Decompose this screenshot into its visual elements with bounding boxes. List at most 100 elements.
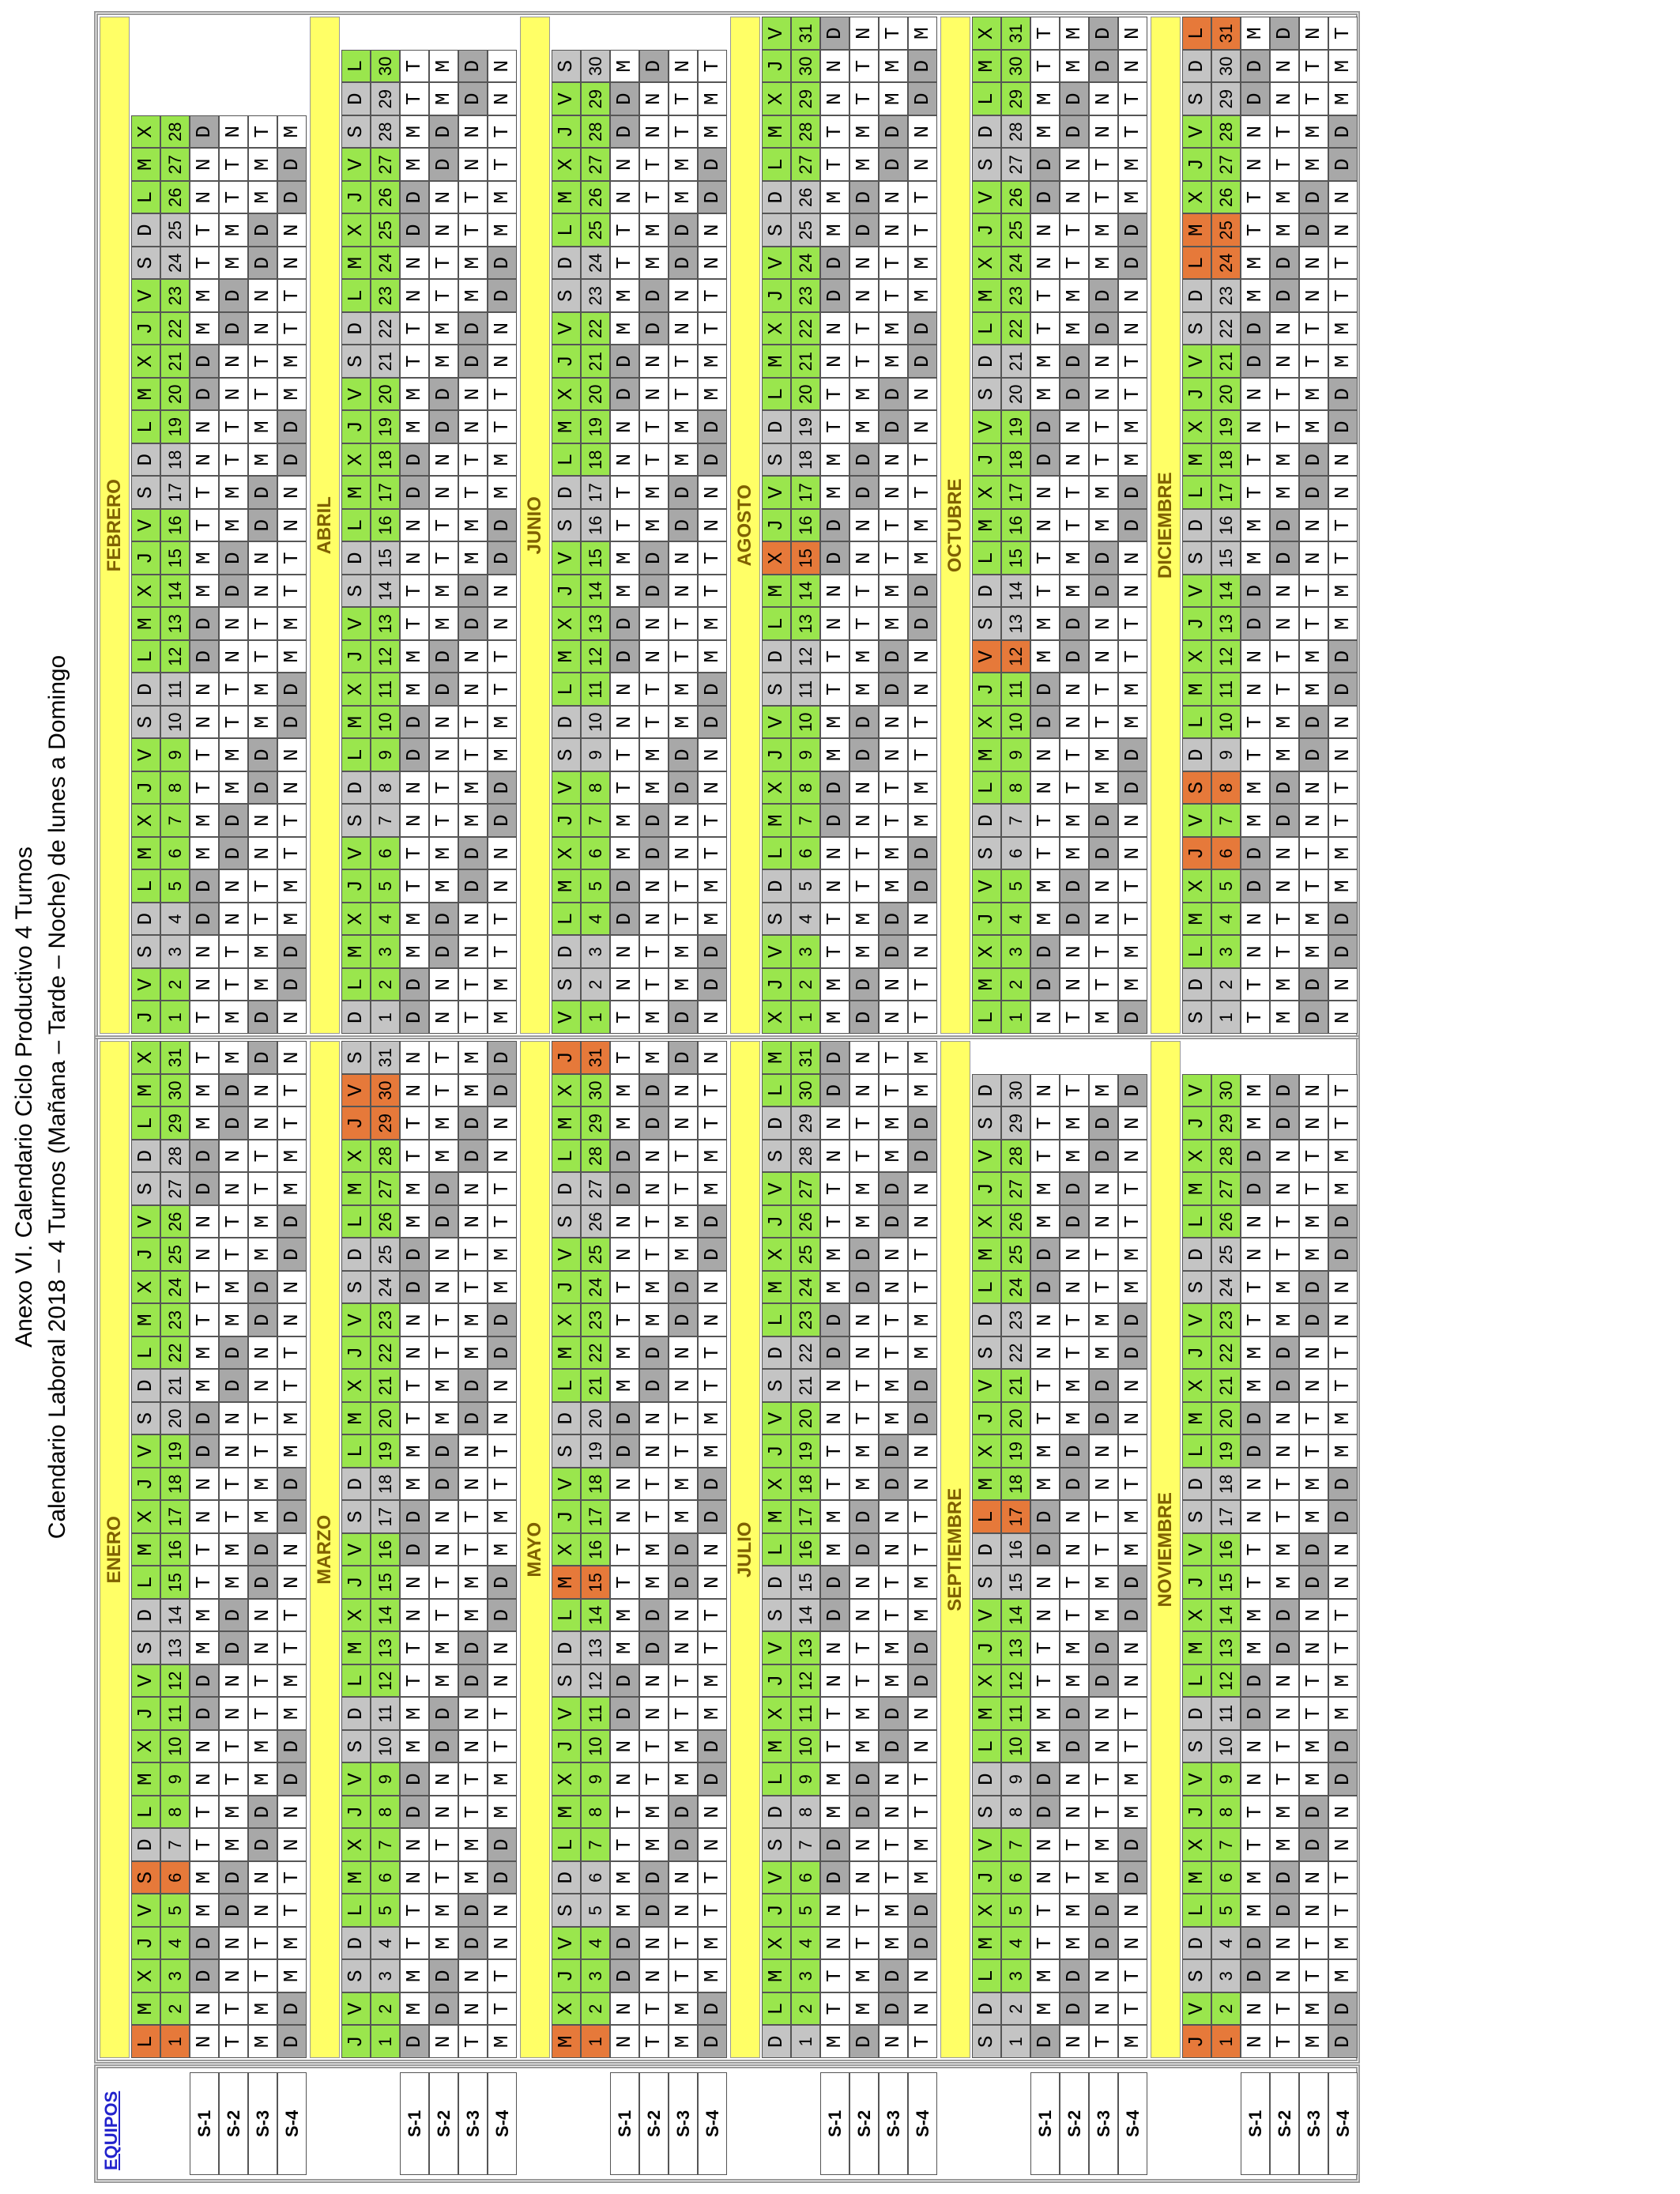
month-header: MAYO <box>520 1041 550 2058</box>
day-number: 24 <box>1211 247 1241 280</box>
day-number: 7 <box>371 804 400 837</box>
shift-row: TTNNDDMMTTNNDDMMTTNNDDMMTTNNDD <box>461 39 484 1024</box>
day-number: 20 <box>1211 1402 1241 1435</box>
day-number: 19 <box>371 1434 400 1468</box>
day-number: 10 <box>371 706 400 739</box>
month-header: SEPTIEMBRE <box>940 1041 970 2058</box>
day-number: 20 <box>371 1402 400 1435</box>
day-number: 10 <box>1211 706 1241 739</box>
day-number: 2 <box>1211 968 1241 1001</box>
weekday-row: XJVSDLMXJVSDLMXJVSDLMXJVSDLMXJV <box>764 6 788 1024</box>
team-label: S-3 <box>458 2072 488 2175</box>
day-number: 22 <box>581 1336 610 1370</box>
shift-row: MTTNNDDMMTTNNDDMMTTNNDDMMTTNNDD <box>823 1031 846 2049</box>
month-header: DICIEMBRE <box>1151 17 1181 1034</box>
shift-row: TNNDDMMTTNNDDMMTTNNDDMMTTNNDDMM <box>1062 6 1086 1024</box>
day-number: 7 <box>1001 1828 1030 1861</box>
day-number: 21 <box>581 345 610 378</box>
day-number: 29 <box>791 1106 820 1140</box>
day-number: 9 <box>1211 1762 1241 1796</box>
day-number: 25 <box>581 213 610 247</box>
shift-row: DDMMTTNNDDMMTTNNDDMMTTNNDDMMTT <box>1331 1063 1354 2049</box>
day-number: 29 <box>1001 1106 1030 1140</box>
day-number: 25 <box>791 213 820 247</box>
day-number: 10 <box>1211 1730 1241 1763</box>
day-number: 14 <box>1211 575 1241 608</box>
day-number: 11 <box>791 1697 820 1730</box>
day-number: 18 <box>160 1468 190 1501</box>
day-number: 15 <box>1001 541 1030 575</box>
team-label: S-3 <box>879 2072 908 2175</box>
shift-row: TNNDDMMTTNNDDMMTTNNDDMMTTNNDDM <box>612 39 636 1024</box>
day-number: 31 <box>1211 17 1241 50</box>
day-number: 22 <box>1001 1336 1030 1370</box>
day-number: 24 <box>581 247 610 280</box>
day-number: 23 <box>1001 279 1030 312</box>
day-number: 12 <box>1001 1664 1030 1698</box>
shift-row: MMTTNNDDMMTTNNDDMMTTNNDDMMTTNN <box>490 39 514 1024</box>
day-number: 9 <box>371 738 400 771</box>
day-number: 25 <box>1211 213 1241 247</box>
day-number: 23 <box>160 279 190 312</box>
day-number: 4 <box>791 903 820 936</box>
day-number: 2 <box>160 968 190 1001</box>
day-number: 31 <box>581 1041 610 1074</box>
day-number: 28 <box>581 1140 610 1173</box>
month-header: NOVIEMBRE <box>1151 1041 1181 2058</box>
day-number: 22 <box>160 1336 190 1370</box>
day-number: 3 <box>1211 1959 1241 1992</box>
day-number: 2 <box>1001 1992 1030 2026</box>
day-number: 19 <box>581 410 610 443</box>
team-label: S-4 <box>1118 2072 1147 2175</box>
day-number: 11 <box>1211 1697 1241 1730</box>
day-number: 13 <box>1211 607 1241 640</box>
day-number: 15 <box>791 1566 820 1599</box>
day-number: 17 <box>1211 476 1241 509</box>
day-number: 10 <box>371 1730 400 1763</box>
day-number: 31 <box>371 1041 400 1074</box>
day-number: 28 <box>1001 115 1030 149</box>
shift-row: DMMTTNNDDMMTTNNDDMMTTNNDDMMTTNN <box>852 1031 876 2049</box>
weekday-row: JVSDLMXJVSDLMXJVSDLMXJVSDLMX <box>134 104 157 1024</box>
day-number: 19 <box>1211 410 1241 443</box>
day-number: 6 <box>371 1861 400 1894</box>
day-number: 20 <box>1001 1402 1030 1435</box>
team-label: S-1 <box>820 2072 849 2175</box>
day-number: 13 <box>160 1631 190 1664</box>
day-number: 19 <box>1001 410 1030 443</box>
day-number: 2 <box>791 968 820 1001</box>
day-number: 19 <box>160 410 190 443</box>
day-number: 21 <box>581 1369 610 1402</box>
day-number: 7 <box>1001 804 1030 837</box>
day-number: 13 <box>581 1631 610 1664</box>
day-number: 24 <box>791 247 820 280</box>
day-number: 29 <box>791 82 820 115</box>
day-number: 16 <box>581 1533 610 1566</box>
day-number: 22 <box>1211 312 1241 345</box>
day-number: 7 <box>581 804 610 837</box>
day-number: 7 <box>1211 1828 1241 1861</box>
day-number: 29 <box>1001 82 1030 115</box>
day-number: 17 <box>791 476 820 509</box>
day-number: 11 <box>1001 1697 1030 1730</box>
day-number: 25 <box>1001 213 1030 247</box>
day-number: 25 <box>791 1238 820 1271</box>
day-number: 26 <box>581 181 610 214</box>
day-number: 26 <box>1211 1205 1241 1238</box>
team-label: S-2 <box>219 2072 248 2175</box>
shift-row: MMTTNNDDMMTTNNDDMMTTNNDDMMTTNND <box>671 1031 695 2049</box>
day-number: 12 <box>1211 1664 1241 1698</box>
shift-row: MTTNNDDMMTTNNDDMMTTNNDDMMTTNND <box>642 39 665 1024</box>
shift-row: MMTTNNDDMMTTNNDDMMTTNNDDMMTTNND <box>250 1031 274 2049</box>
team-label: S-1 <box>610 2072 639 2175</box>
day-number: 7 <box>791 804 820 837</box>
shift-row: MMTTNNDDMMTTNNDDMMTTNNDDMMTTNN <box>1301 1063 1325 2049</box>
day-number: 7 <box>160 1828 190 1861</box>
day-number: 11 <box>1211 673 1241 706</box>
team-label: S-3 <box>1299 2072 1328 2175</box>
shift-row: TTNNDDMMTTNNDDMMTTNNDDMMTTNNDDM <box>910 6 934 1024</box>
day-number: 22 <box>1001 312 1030 345</box>
day-number: 9 <box>1001 738 1030 771</box>
day-number: 29 <box>1211 1106 1241 1140</box>
day-number: 18 <box>1001 1468 1030 1501</box>
